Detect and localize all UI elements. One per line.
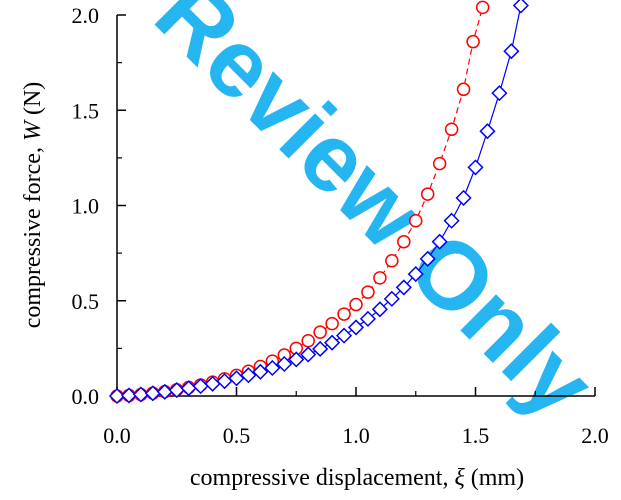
axes: 0.0 0.5 1.0 1.5 2.0 0.0 0.5 1.0 1.5 2.0: [72, 3, 609, 448]
data-point: [252, 363, 269, 380]
data-point: [325, 316, 339, 331]
data-point: [444, 122, 459, 137]
data-point: [312, 340, 329, 358]
data-point: [383, 290, 400, 307]
data-point: [373, 271, 387, 285]
data-point: [371, 301, 388, 318]
data-point: [347, 319, 365, 336]
data-point: [240, 367, 257, 384]
x-tick-label: 0.0: [103, 423, 131, 448]
y-tick-label: 0.0: [72, 384, 100, 409]
x-axis-label: compressive displacement, ξ (mm): [190, 465, 524, 491]
data-point: [503, 43, 520, 60]
data-point: [419, 250, 436, 267]
data-point: [120, 387, 138, 404]
data-point: [300, 346, 317, 363]
y-tick-label: 0.5: [72, 289, 100, 314]
y-tick-label: 1.5: [72, 98, 100, 123]
data-point: [264, 359, 281, 377]
data-point: [479, 123, 496, 140]
series-diamond: [108, 0, 529, 405]
data-point: [455, 189, 472, 206]
data-point: [456, 82, 471, 97]
data-point: [337, 307, 351, 321]
data-point: [385, 253, 399, 268]
x-tick-label: 1.5: [462, 423, 490, 448]
y-tick-label: 1.0: [72, 194, 100, 219]
data-point: [432, 156, 447, 171]
data-point: [397, 234, 411, 249]
data-point: [288, 351, 305, 368]
data-point: [475, 0, 490, 15]
data-point: [409, 213, 423, 228]
data-point: [361, 285, 375, 299]
data-point: [276, 355, 293, 373]
data-point: [395, 279, 412, 296]
data-point: [108, 387, 126, 405]
series-layer: [108, 0, 529, 405]
data-point: [313, 325, 327, 339]
data-point: [431, 233, 448, 250]
data-point: [359, 310, 377, 327]
data-point: [420, 187, 435, 201]
x-tick-label: 1.0: [342, 423, 370, 448]
data-point: [443, 212, 460, 229]
data-point: [324, 334, 341, 351]
data-point: [335, 327, 353, 344]
data-point: [491, 85, 508, 102]
data-point: [467, 159, 484, 176]
data-point: [349, 297, 363, 312]
y-tick-label: 2.0: [72, 3, 100, 28]
data-point: [144, 385, 161, 402]
y-axis-label: compressive force, W (N): [20, 82, 46, 329]
x-tick-label: 2.0: [581, 423, 609, 448]
watermark: Review Only: [135, 0, 614, 439]
data-point: [407, 266, 424, 283]
x-tick-label: 0.5: [223, 423, 251, 448]
data-point: [132, 386, 149, 403]
data-point: [512, 0, 529, 14]
data-point: [466, 34, 480, 49]
watermark-text: Review Only: [135, 0, 614, 439]
data-point: [301, 334, 315, 348]
